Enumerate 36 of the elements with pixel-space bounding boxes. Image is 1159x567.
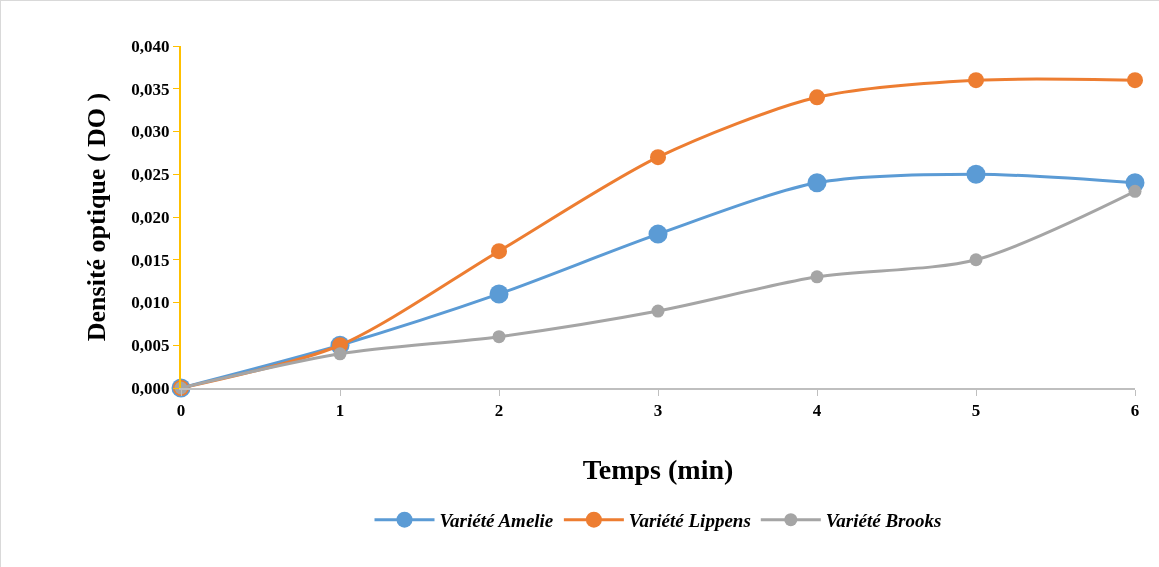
point [809, 89, 825, 106]
y-tick-label: 0,010 [131, 293, 170, 313]
y-tick-label: 0,015 [131, 250, 170, 270]
point [491, 243, 507, 260]
point [969, 253, 983, 267]
point [651, 304, 665, 318]
y-tick-label: 0,005 [131, 336, 170, 356]
point [489, 284, 509, 304]
point [650, 149, 666, 166]
y-tick-label: 0,030 [131, 122, 170, 142]
legend-label: Variété Amelie [439, 510, 554, 532]
x-tick-label: 1 [335, 401, 345, 421]
x-axis-title: Temps (min) [582, 453, 734, 485]
x-tick-label: 2 [494, 401, 504, 421]
legend-label: Variété Brooks [825, 510, 942, 532]
y-tick-label: 0,035 [131, 79, 170, 99]
point [648, 224, 668, 244]
point [966, 164, 986, 184]
point [810, 270, 824, 284]
x-tick-label: 3 [653, 401, 663, 421]
legend-label: Variété Lippens [628, 510, 751, 532]
y-tick-label: 0,000 [131, 378, 170, 398]
y-axis-title: Densité optique ( DO ) [82, 92, 112, 342]
point [1128, 184, 1142, 198]
y-tick-label: 0,020 [131, 207, 170, 227]
point [807, 173, 827, 193]
x-tick-label: 6 [1130, 401, 1140, 421]
point [1127, 72, 1143, 89]
y-tick-label: 0,040 [131, 36, 170, 56]
x-tick-label: 5 [971, 401, 981, 421]
point [968, 72, 984, 89]
x-tick-label: 4 [812, 401, 822, 421]
point [492, 330, 506, 344]
y-tick-label: 0,025 [131, 165, 170, 185]
point [333, 347, 347, 361]
x-tick-label: 0 [176, 401, 186, 421]
